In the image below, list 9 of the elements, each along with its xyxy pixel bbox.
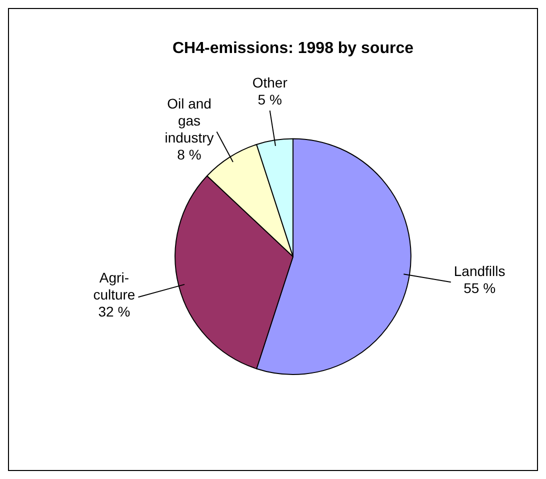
slice-label: Agri- culture (93, 269, 136, 302)
slice-label: Landfills (454, 262, 506, 279)
chart-title: CH4-emissions: 1998 by source (172, 40, 414, 58)
data-label: 32 % (98, 303, 130, 320)
slice-label: Oil and gas industry (164, 96, 214, 146)
data-label: 55 % (464, 280, 496, 296)
slice-label: Other (252, 74, 288, 90)
data-label: 5 % (258, 91, 282, 108)
data-label: 8 % (177, 146, 202, 163)
